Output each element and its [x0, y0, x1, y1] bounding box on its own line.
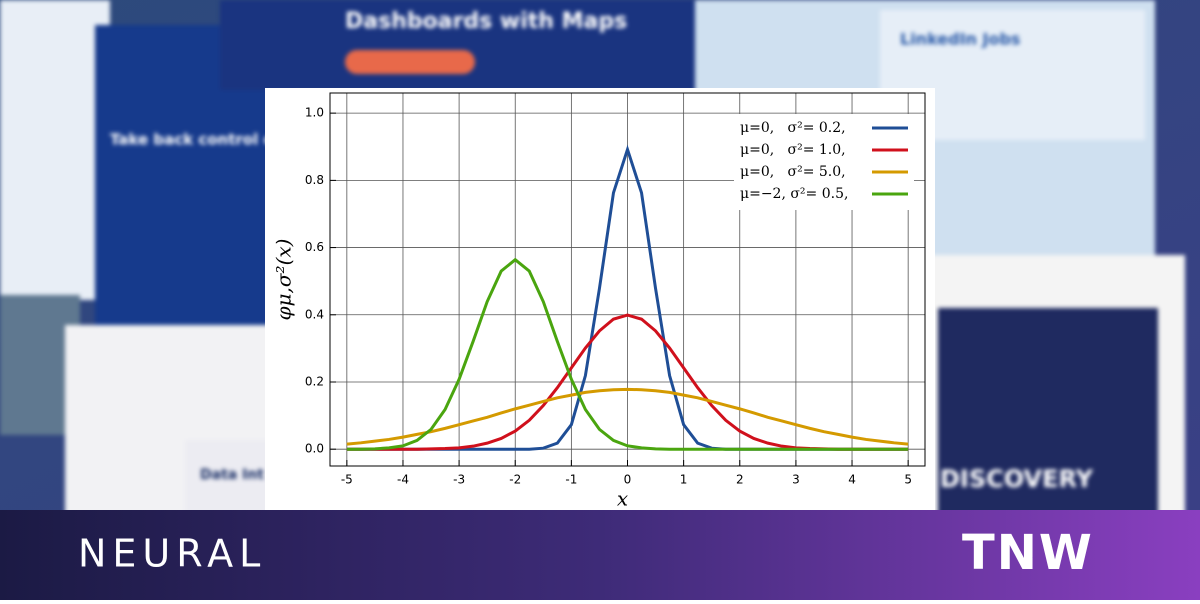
x-tick-label: 0	[624, 473, 632, 487]
x-tick-label: 2	[736, 473, 744, 487]
x-tick-label: -4	[397, 473, 409, 487]
line-series	[346, 387, 909, 446]
y-tick-label: 0.6	[305, 240, 324, 254]
y-tick-label: 0.4	[305, 307, 324, 321]
y-axis-label: φμ,σ²(x)	[272, 239, 296, 321]
brand-right: TNW	[962, 525, 1094, 581]
x-axis-label: x	[617, 487, 628, 511]
ad-image	[938, 308, 1158, 538]
y-tick-label: 0.8	[305, 173, 324, 187]
x-tick-label: -2	[509, 473, 521, 487]
legend-label: μ=0, σ²= 1.0,	[740, 142, 846, 158]
ad-panel	[0, 0, 110, 300]
x-tick-label: -3	[453, 473, 465, 487]
legend-label: μ=−2, σ²= 0.5,	[740, 186, 848, 202]
y-tick-label: 0.0	[305, 442, 324, 456]
plot-frame	[329, 92, 926, 467]
ad-text: Dashboards with Maps	[345, 9, 627, 34]
chart: -5 -4 -3 -2 -1 0 1 2 3 4 5 0.0 0.2 0.4 0.6 0.8 1.0 x φμ,σ²…	[272, 92, 926, 511]
x-tick-label: -1	[565, 473, 577, 487]
ad-text: DISCOVERY	[940, 465, 1094, 493]
x-tick-label: 1	[680, 473, 688, 487]
x-tick-label: 4	[848, 473, 856, 487]
legend-label: μ=0, σ²= 5.0,	[740, 164, 846, 180]
brand-left: NEURAL	[78, 532, 266, 576]
line-series	[346, 257, 909, 451]
x-tick-label: -5	[341, 473, 353, 487]
brand-band	[0, 510, 1200, 600]
y-tick-label: 0.2	[305, 374, 324, 388]
ad-text: LinkedIn Jobs	[900, 30, 1020, 49]
y-tick-label: 1.0	[305, 106, 324, 120]
ad-panel	[220, 0, 695, 90]
x-tick-label: 3	[792, 473, 800, 487]
x-tick-label: 5	[904, 473, 912, 487]
ad-button	[345, 50, 475, 74]
legend-label: μ=0, σ²= 0.2,	[740, 120, 846, 136]
